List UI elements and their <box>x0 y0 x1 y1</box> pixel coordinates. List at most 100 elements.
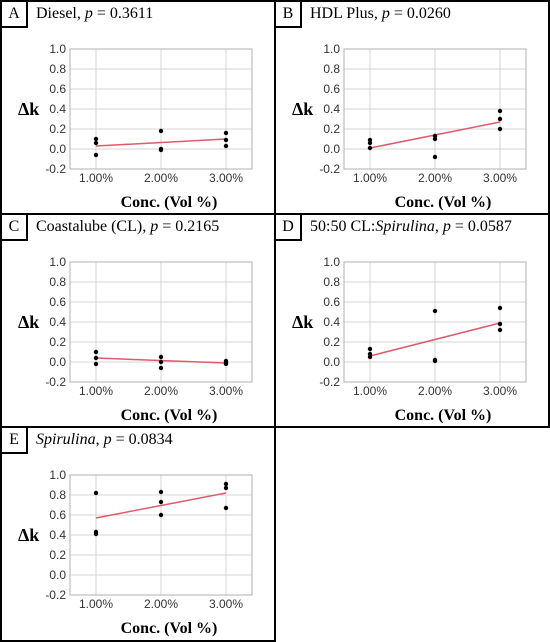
y-tick-label: -0.2 <box>319 162 340 176</box>
p-label: p <box>381 5 390 22</box>
y-tick-label: 0.2 <box>323 122 340 136</box>
data-point <box>497 327 503 333</box>
data-point <box>158 365 164 371</box>
plot-frame <box>69 48 253 170</box>
data-point <box>158 128 164 134</box>
y-tick-label: 0.8 <box>49 488 66 502</box>
title-prefix: HDL Plus, <box>310 5 382 22</box>
plot-frame <box>69 261 253 383</box>
scatter-plot-d: 1.0 0.8 0.6 0.4 0.2 0.0 -0.2 1.00% 2.00% 3.00% Δk C… <box>292 255 527 424</box>
panel-title: Spirulina, p = 0.0834 <box>36 431 173 449</box>
data-point <box>367 140 373 146</box>
p-label: p <box>103 431 112 448</box>
scatter-plot-c: 1.0 0.8 0.6 0.4 0.2 0.0 -0.2 1.00% 2.00% 3.00% Δk C… <box>18 255 253 424</box>
fit-line <box>95 492 227 519</box>
y-tick-label: 1.0 <box>49 255 66 269</box>
data-point <box>497 126 503 132</box>
y-tick-label: 0.6 <box>49 82 66 96</box>
scatter-plot-a: 1.0 0.8 0.6 0.4 0.2 0.0 -0.2 1.00% 2.00% 3.00% Δk C… <box>18 42 253 211</box>
y-tick-label: 0.0 <box>49 568 66 582</box>
data-point <box>158 354 164 360</box>
x-tick-label: 3.00% <box>483 384 517 398</box>
data-point <box>158 489 164 495</box>
y-tick-label: 0.2 <box>49 548 66 562</box>
y-tick-label: 0.2 <box>49 122 66 136</box>
y-axis-label: Δk <box>292 99 313 119</box>
title-suffix: , <box>434 218 443 235</box>
plot-frame <box>343 261 527 383</box>
data-point <box>497 305 503 311</box>
y-tick-label: 0.4 <box>323 315 340 329</box>
fit-line <box>95 138 227 147</box>
x-axis-label: Conc. (Vol %) <box>395 407 492 424</box>
p-value: = 0.2165 <box>158 218 220 235</box>
x-tick-label: 3.00% <box>209 171 243 185</box>
x-tick-label: 3.00% <box>209 384 243 398</box>
data-point <box>158 512 164 518</box>
y-tick-label: 0.4 <box>323 102 340 116</box>
title-italic: Spirulina <box>375 218 435 235</box>
x-tick-label: 1.00% <box>79 171 113 185</box>
y-axis-label: Δk <box>292 312 313 332</box>
fit-line <box>369 322 501 357</box>
panel-letter: D <box>276 215 302 241</box>
p-value: = 0.3611 <box>92 5 154 22</box>
x-tick-label: 2.00% <box>418 384 452 398</box>
title-prefix: 50:50 CL: <box>310 218 376 235</box>
panel-d: D 50:50 CL:Spirulina, p = 0.0587 1.0 0.8 0… <box>274 213 550 428</box>
x-tick-label: 1.00% <box>79 597 113 611</box>
data-point <box>367 354 373 360</box>
data-point <box>432 154 438 160</box>
data-point <box>432 358 438 364</box>
y-tick-label: -0.2 <box>45 162 66 176</box>
data-point <box>158 147 164 153</box>
y-axis-label: Δk <box>18 525 39 545</box>
title-italic: Spirulina <box>36 431 96 448</box>
data-point <box>497 116 503 122</box>
data-point <box>93 355 99 361</box>
data-point <box>497 321 503 327</box>
data-point <box>223 130 229 136</box>
data-point <box>93 531 99 537</box>
panel-title: HDL Plus, p = 0.0260 <box>310 5 451 23</box>
y-tick-label: 0.6 <box>49 508 66 522</box>
x-tick-label: 2.00% <box>144 384 178 398</box>
plot-frame <box>343 48 527 170</box>
y-tick-label: -0.2 <box>45 588 66 602</box>
y-tick-label: -0.2 <box>45 375 66 389</box>
y-tick-label: 0.6 <box>323 82 340 96</box>
data-point <box>497 108 503 114</box>
x-axis-label: Conc. (Vol %) <box>121 194 218 211</box>
data-point <box>158 499 164 505</box>
y-axis-label: Δk <box>18 99 39 119</box>
x-tick-label: 1.00% <box>353 384 387 398</box>
x-axis-label: Conc. (Vol %) <box>121 407 218 424</box>
data-point <box>93 490 99 496</box>
y-tick-label: 0.4 <box>49 315 66 329</box>
y-tick-label: 0.6 <box>323 295 340 309</box>
y-tick-label: 0.8 <box>323 62 340 76</box>
scatter-plot-b: 1.0 0.8 0.6 0.4 0.2 0.0 -0.2 1.00% 2.00% 3.00% Δk C… <box>292 42 527 211</box>
x-tick-label: 1.00% <box>79 384 113 398</box>
y-tick-label: 0.0 <box>323 142 340 156</box>
p-label: p <box>442 218 451 235</box>
scatter-plot-e: 1.0 0.8 0.6 0.4 0.2 0.0 -0.2 1.00% 2.00% 3.00% Δk C… <box>18 468 253 637</box>
p-label: p <box>84 5 93 22</box>
panel-title: 50:50 CL:Spirulina, p = 0.0587 <box>310 218 512 236</box>
panel-title: Diesel, p = 0.3611 <box>36 5 153 23</box>
data-point <box>223 137 229 143</box>
x-axis-label: Conc. (Vol %) <box>121 620 218 637</box>
y-tick-label: 1.0 <box>49 42 66 56</box>
data-point <box>93 140 99 146</box>
data-point <box>93 361 99 367</box>
title-prefix: Diesel, <box>36 5 85 22</box>
data-point <box>223 143 229 149</box>
panel-b: B HDL Plus, p = 0.0260 1.0 0.8 0.6 0.4 0.2 0.… <box>274 0 550 215</box>
panel-c: C Coastalube (CL), p = 0.2165 1.0 0.8 0.6 0… <box>0 213 276 428</box>
y-tick-label: 1.0 <box>49 468 66 482</box>
title-prefix: Coastalube (CL), <box>36 218 151 235</box>
x-tick-label: 2.00% <box>418 171 452 185</box>
data-point <box>432 308 438 314</box>
data-point <box>93 136 99 142</box>
panel-title: Coastalube (CL), p = 0.2165 <box>36 218 219 236</box>
